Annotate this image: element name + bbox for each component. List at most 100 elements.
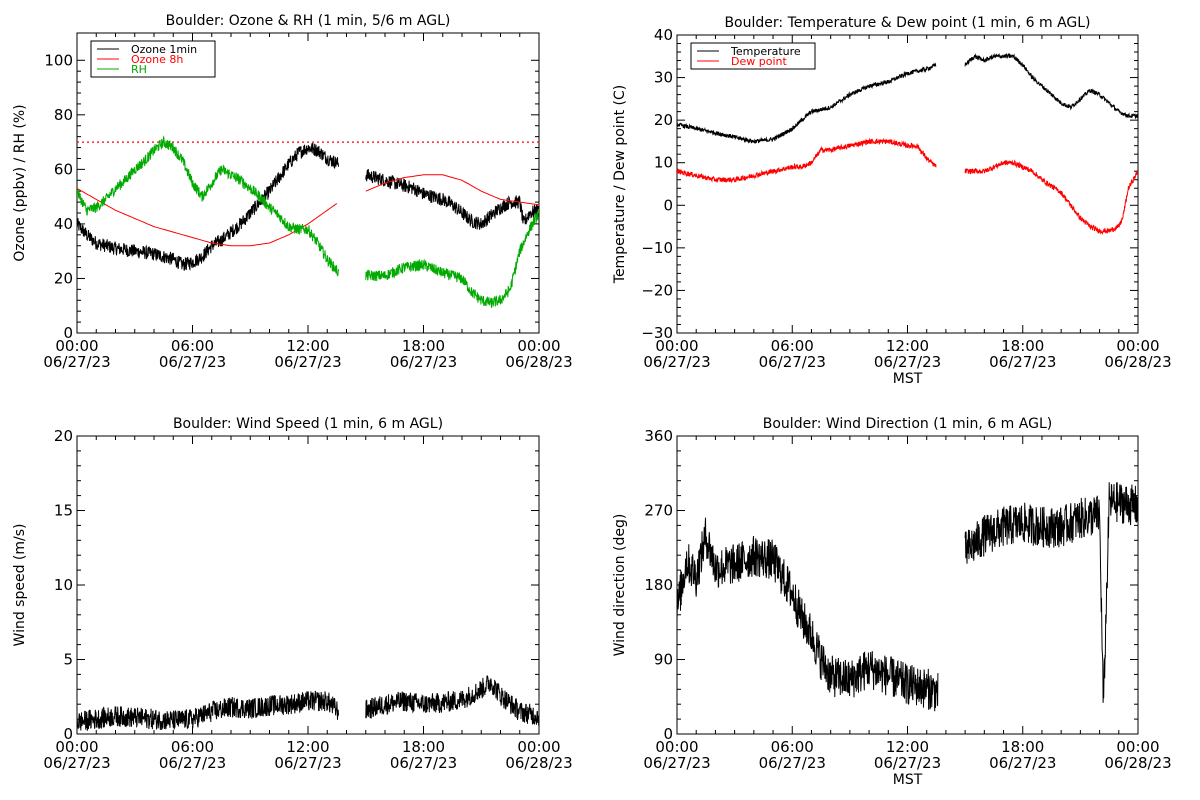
x-tick-label-date: 06/27/23 <box>43 754 110 772</box>
x-tick-label-time: 18:00 <box>1001 738 1044 756</box>
x-tick-label-date: 06/27/23 <box>43 353 110 371</box>
series-group <box>77 135 539 308</box>
chart-panel-3: Boulder: Wind Speed (1 min, 6 m AGL) 0 5 10… <box>12 416 573 772</box>
x-tick-label-date: 06/27/23 <box>643 353 710 371</box>
y-axis-label: Wind direction (deg) <box>612 514 628 657</box>
y-tick-label: 270 <box>644 502 673 520</box>
plot-frame <box>676 34 1139 334</box>
chart-panel-1: Boulder: Ozone & RH (1 min, 5/6 m AGL) 0 2… <box>12 13 573 371</box>
y-axis-label: Ozone (ppbv) / RH (%) <box>12 104 28 261</box>
plot-frame <box>76 435 540 735</box>
series-ozone-8h <box>77 174 539 247</box>
y-tick-label: 30 <box>654 69 673 87</box>
series-ozone-1min <box>77 142 539 271</box>
x-tick-label-time: 00:00 <box>1116 738 1159 756</box>
x-tick-label-date: 06/27/23 <box>759 353 826 371</box>
x-tick-label-date: 06/28/23 <box>1104 754 1171 772</box>
x-tick-label-time: 00:00 <box>655 337 698 355</box>
x-tick-label-date: 06/28/23 <box>505 754 572 772</box>
x-tick-label-time: 18:00 <box>402 337 445 355</box>
chart-panel-2: Boulder: Temperature & Dew point (1 min,… <box>612 15 1172 387</box>
y-tick-label: 80 <box>54 106 73 124</box>
x-tick-label-date: 06/27/23 <box>989 754 1056 772</box>
y-tick-label: 0 <box>63 725 73 743</box>
x-tick-label-date: 06/27/23 <box>274 754 341 772</box>
legend-entry: Dew point <box>731 55 787 68</box>
chart-title: Boulder: Wind Speed (1 min, 6 m AGL) <box>173 416 443 432</box>
y-tick-label: 5 <box>63 651 73 669</box>
y-tick-label: 20 <box>654 111 673 129</box>
x-tick-label-time: 18:00 <box>1001 337 1044 355</box>
legend-entry: RH <box>131 63 147 76</box>
x-tick-label-time: 06:00 <box>771 337 814 355</box>
series-temperature <box>677 52 1138 144</box>
y-tick-label: 60 <box>54 160 73 178</box>
y-tick-label: 90 <box>654 651 673 669</box>
y-tick-label: 10 <box>654 154 673 172</box>
y-tick-label: 40 <box>54 215 73 233</box>
y-tick-label: −20 <box>641 281 673 299</box>
x-tick-label-time: 12:00 <box>286 337 329 355</box>
y-tick-label: −10 <box>641 239 673 257</box>
x-tick-label-date: 06/27/23 <box>874 754 941 772</box>
x-tick-label-time: 00:00 <box>55 738 98 756</box>
y-tick-label: 180 <box>644 576 673 594</box>
legend-box <box>690 42 816 70</box>
legend-entry: Ozone 8h <box>131 53 183 66</box>
series-line <box>77 675 539 731</box>
y-tick-label: 360 <box>644 427 673 445</box>
x-tick-label-time: 12:00 <box>886 337 929 355</box>
x-tick-label-time: 12:00 <box>286 738 329 756</box>
x-tick-label-date: 06/27/23 <box>390 754 457 772</box>
x-tick-label-date: 06/27/23 <box>159 754 226 772</box>
y-axis-label: Wind speed (m/s) <box>12 524 28 647</box>
legend-entry: Temperature <box>730 45 801 58</box>
x-tick-label-time: 18:00 <box>402 738 445 756</box>
legend-entry: Ozone 1min <box>131 43 197 56</box>
y-tick-label: −30 <box>641 324 673 342</box>
plot-frame <box>76 32 540 334</box>
y-tick-label: 0 <box>663 725 673 743</box>
x-tick-label-time: 06:00 <box>171 738 214 756</box>
chart-title: Boulder: Wind Direction (1 min, 6 m AGL) <box>763 416 1052 432</box>
x-tick-label-date: 06/27/23 <box>759 754 826 772</box>
x-axis-label: MST <box>893 371 923 387</box>
x-tick-label-time: 12:00 <box>886 738 929 756</box>
chart-panel-4: Boulder: Wind Direction (1 min, 6 m AGL)… <box>612 416 1172 788</box>
x-tick-label-date: 06/27/23 <box>390 353 457 371</box>
chart-title: Boulder: Ozone & RH (1 min, 5/6 m AGL) <box>166 13 451 29</box>
x-tick-label-time: 00:00 <box>517 738 560 756</box>
series-line <box>677 482 1138 712</box>
y-tick-label: 0 <box>63 324 73 342</box>
chart-title: Boulder: Temperature & Dew point (1 min,… <box>724 15 1090 31</box>
x-tick-label-date: 06/28/23 <box>505 353 572 371</box>
y-tick-label: 0 <box>663 196 673 214</box>
y-axis-label: Temperature / Dew point (C) <box>612 85 628 284</box>
x-tick-label-time: 06:00 <box>771 738 814 756</box>
x-tick-label-time: 00:00 <box>1116 337 1159 355</box>
series-group <box>77 675 539 731</box>
x-tick-label-date: 06/27/23 <box>989 353 1056 371</box>
y-tick-label: 100 <box>44 51 73 69</box>
y-tick-label: 40 <box>654 26 673 44</box>
series-rh <box>77 135 539 308</box>
x-tick-label-time: 06:00 <box>171 337 214 355</box>
x-tick-label-date: 06/27/23 <box>874 353 941 371</box>
x-tick-label-date: 06/27/23 <box>159 353 226 371</box>
x-axis-label: MST <box>893 772 923 788</box>
x-tick-label-time: 00:00 <box>655 738 698 756</box>
x-tick-label-time: 00:00 <box>55 337 98 355</box>
y-tick-label: 20 <box>54 269 73 287</box>
x-tick-label-date: 06/27/23 <box>274 353 341 371</box>
x-tick-label-time: 00:00 <box>517 337 560 355</box>
series-dew-point <box>677 137 1138 236</box>
x-tick-label-date: 06/28/23 <box>1104 353 1171 371</box>
series-group <box>677 52 1138 236</box>
series-group <box>677 482 1138 712</box>
y-tick-label: 15 <box>54 502 73 520</box>
y-tick-label: 20 <box>54 427 73 445</box>
x-tick-label-date: 06/27/23 <box>643 754 710 772</box>
